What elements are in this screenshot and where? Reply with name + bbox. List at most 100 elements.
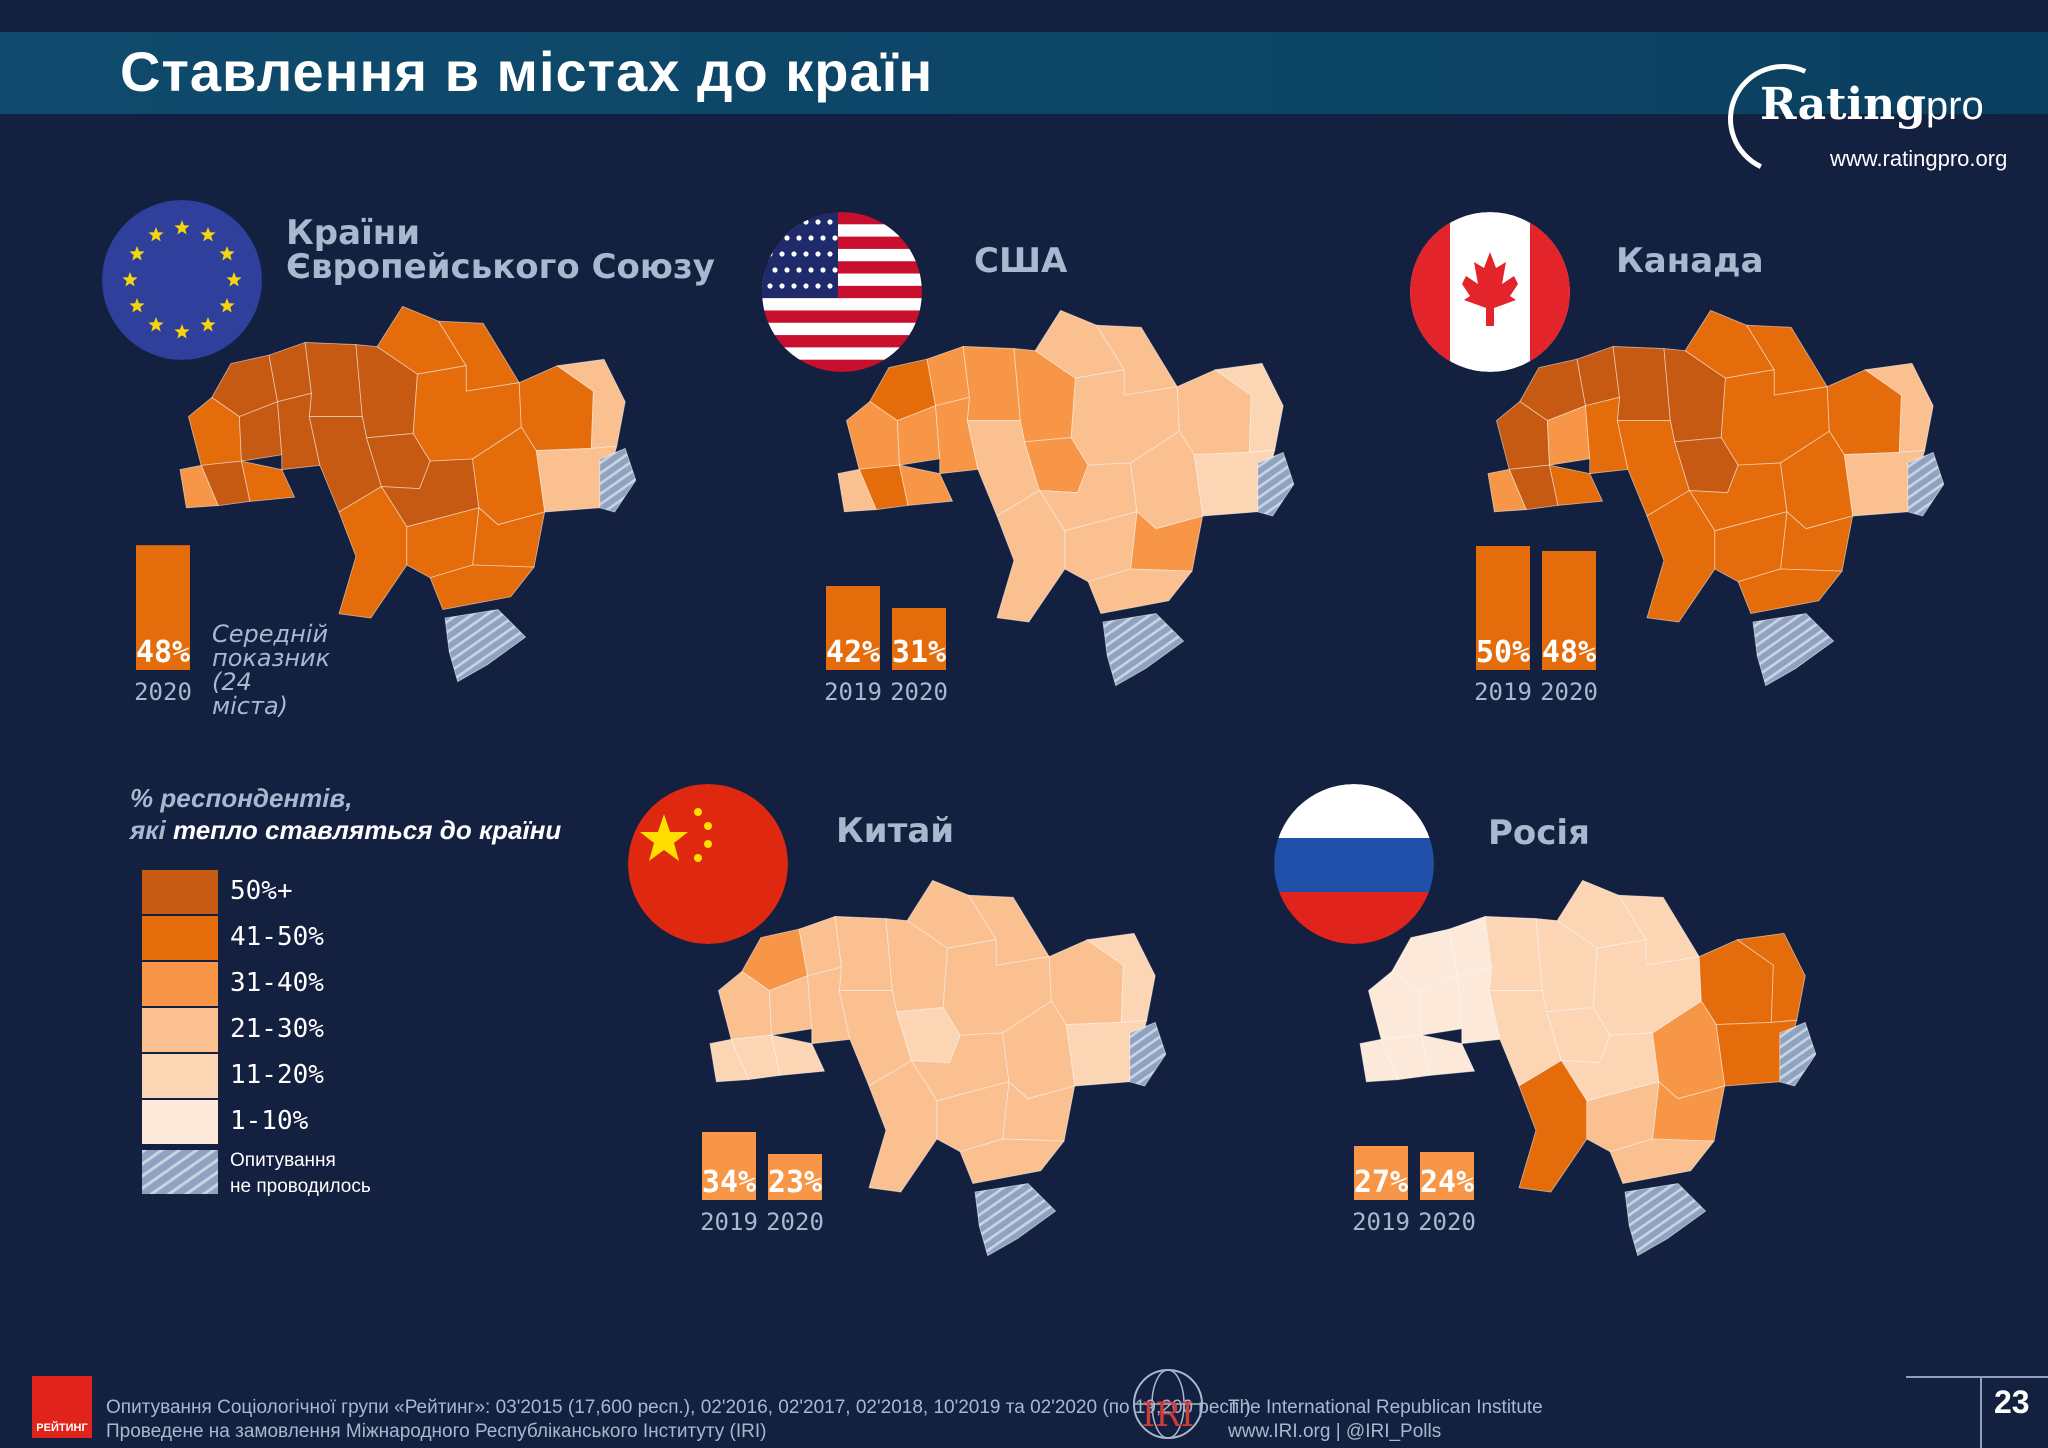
legend-title: % респондентів, які тепло ставляться до … bbox=[130, 783, 562, 845]
map-region-odesa bbox=[1518, 1059, 1588, 1193]
bar-2019 bbox=[1476, 546, 1530, 670]
bars-russia: 27% 2019 24% 2020 bbox=[1352, 1146, 1476, 1236]
bar-value-label: 31% bbox=[892, 635, 946, 670]
bar-year-label: 2020 bbox=[1540, 678, 1598, 706]
map-china bbox=[709, 879, 1167, 1257]
page-rule-side bbox=[1980, 1376, 1982, 1448]
bar-year-label: 2020 bbox=[1418, 1208, 1476, 1236]
bar-value-label: 23% bbox=[768, 1165, 822, 1200]
eu-star-icon bbox=[129, 298, 145, 313]
map-region-chernivtsi bbox=[1548, 464, 1604, 506]
page-number: 23 bbox=[1994, 1384, 2030, 1420]
legend-label: 41-50% bbox=[230, 922, 324, 952]
bars-china: 34% 2019 23% 2020 bbox=[700, 1132, 824, 1236]
bars-usa: 42% 2019 31% 2020 bbox=[824, 586, 948, 706]
legend-label-no-survey: Опитування не проводилось bbox=[230, 1150, 371, 1197]
legend-swatch bbox=[142, 1008, 218, 1052]
bar-value-label: 48% bbox=[1542, 635, 1596, 670]
eu-star-icon bbox=[129, 246, 145, 261]
legend-swatch bbox=[142, 1054, 218, 1098]
map-eu bbox=[179, 305, 637, 683]
bar-2020 bbox=[892, 608, 946, 670]
logo-url: www.ratingpro.org bbox=[1830, 146, 2008, 171]
map-region-odesa bbox=[338, 485, 408, 619]
map-canada bbox=[1487, 309, 1945, 687]
map-russia bbox=[1359, 879, 1817, 1257]
country-label-russia: Росія bbox=[1488, 813, 1590, 853]
eu-star-icon bbox=[219, 298, 235, 313]
eu-star-icon bbox=[200, 227, 216, 242]
bar-value-label: 24% bbox=[1420, 1165, 1474, 1200]
map-region-crimea bbox=[1752, 613, 1835, 687]
map-region-crimea bbox=[1624, 1183, 1707, 1257]
bar-2019 bbox=[826, 586, 880, 670]
map-region-chernivtsi bbox=[770, 1034, 826, 1076]
map-region-chernivtsi bbox=[1420, 1034, 1476, 1076]
map-region-zhytomyr bbox=[962, 345, 1021, 422]
average-note: Середній показник (24 міста) bbox=[212, 620, 331, 720]
country-label-usa: США bbox=[974, 241, 1068, 281]
reyting-logo: РЕЙТИНГ bbox=[32, 1376, 92, 1438]
bar-year-label: 2020 bbox=[890, 678, 948, 706]
eu-star-icon bbox=[122, 272, 138, 287]
map-region-zakarpattia bbox=[709, 1038, 749, 1083]
map-region-kherson bbox=[1737, 568, 1843, 615]
eu-star-icon bbox=[148, 317, 164, 332]
eu-star-icon bbox=[226, 272, 242, 287]
map-region-zakarpattia bbox=[837, 468, 877, 513]
legend-swatch bbox=[142, 1100, 218, 1144]
bar-2020 bbox=[1542, 550, 1596, 670]
bar-year-label: 2019 bbox=[1352, 1208, 1410, 1236]
legend-label: 31-40% bbox=[230, 968, 324, 998]
iri-logo: IRI bbox=[1133, 1369, 1203, 1439]
iri-text: The International Republican Institute w… bbox=[1228, 1397, 1543, 1442]
map-region-zakarpattia bbox=[179, 464, 219, 509]
map-region-crimea bbox=[1102, 613, 1185, 687]
map-region-occupied-east bbox=[1257, 451, 1295, 517]
map-region-kherson bbox=[959, 1138, 1065, 1185]
eu-star-icon bbox=[219, 246, 235, 261]
legend-label: 11-20% bbox=[230, 1060, 324, 1090]
map-region-crimea bbox=[974, 1183, 1057, 1257]
bar-value-label: 48% bbox=[136, 635, 190, 670]
eu-star-icon bbox=[174, 324, 190, 339]
page-title: Ставлення в містах до країн bbox=[120, 40, 934, 103]
map-region-occupied-east bbox=[599, 447, 637, 513]
bar-year-label: 2019 bbox=[824, 678, 882, 706]
map-region-zhytomyr bbox=[304, 341, 363, 418]
country-label-china: Китай bbox=[836, 811, 955, 851]
bar-year-label: 2019 bbox=[1474, 678, 1532, 706]
eu-star-icon bbox=[174, 220, 190, 235]
header-band bbox=[0, 32, 2048, 114]
map-region-zhytomyr bbox=[1484, 915, 1543, 992]
map-region-kherson bbox=[1087, 568, 1193, 615]
bar-value-label: 50% bbox=[1476, 635, 1530, 670]
map-region-kherson bbox=[429, 564, 535, 611]
bar-2019 bbox=[1354, 1146, 1408, 1200]
country-label-canada: Канада bbox=[1616, 241, 1764, 281]
legend-swatch-no-survey bbox=[142, 1150, 218, 1194]
legend-label: 1-10% bbox=[230, 1106, 309, 1136]
legend-swatch bbox=[142, 870, 218, 914]
legend-swatch bbox=[142, 962, 218, 1006]
map-region-crimea bbox=[444, 609, 527, 683]
ratingpro-logo: Ratingpro www.ratingpro.org bbox=[1712, 48, 2026, 190]
map-region-occupied-east bbox=[1129, 1021, 1167, 1087]
bars-canada: 50% 2019 48% 2020 bbox=[1474, 546, 1598, 706]
map-region-odesa bbox=[868, 1059, 938, 1193]
map-region-zakarpattia bbox=[1359, 1038, 1399, 1083]
map-region-occupied-east bbox=[1779, 1021, 1817, 1087]
map-region-kherson bbox=[1609, 1138, 1715, 1185]
map-region-zakarpattia bbox=[1487, 468, 1527, 513]
bar-2020 bbox=[1420, 1152, 1474, 1200]
bar-2020 bbox=[136, 545, 190, 670]
svg-text:IRI: IRI bbox=[1142, 1395, 1194, 1435]
logo-wordmark: Ratingpro bbox=[1760, 79, 1984, 130]
bar-value-label: 27% bbox=[1354, 1165, 1408, 1200]
map-usa bbox=[837, 309, 1295, 687]
map-region-zhytomyr bbox=[1612, 345, 1671, 422]
legend-label: 21-30% bbox=[230, 1014, 324, 1044]
legend-label: 50%+ bbox=[230, 876, 293, 906]
bars-eu: 48% 2020 bbox=[134, 545, 192, 706]
footer-source: Опитування Соціологічної групи «Рейтинг»… bbox=[106, 1397, 1251, 1442]
